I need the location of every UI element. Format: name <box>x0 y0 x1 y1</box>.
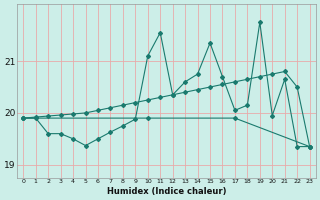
X-axis label: Humidex (Indice chaleur): Humidex (Indice chaleur) <box>107 187 226 196</box>
